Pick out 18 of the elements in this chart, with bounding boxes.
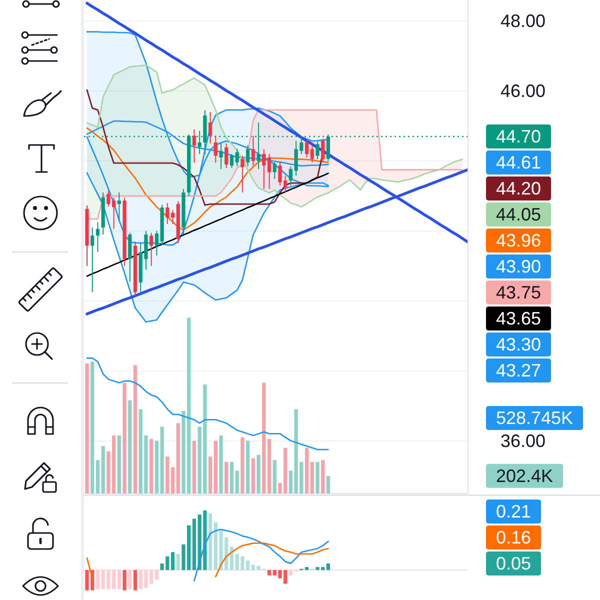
y-tick-label: 48.00	[500, 11, 546, 31]
text: 44.61	[496, 152, 542, 172]
text: 43.65	[496, 308, 542, 328]
ref-line-label: 44.70	[496, 126, 542, 146]
text: 43.75	[496, 282, 542, 302]
y-tick-label: 36.00	[500, 431, 546, 451]
text: 44.20	[496, 178, 542, 198]
text: 0.16	[496, 527, 532, 548]
text: 43.27	[496, 360, 542, 380]
text: 43.30	[496, 334, 542, 354]
text: 43.90	[496, 256, 542, 276]
text: 0.21	[496, 501, 532, 522]
text: 528.745K	[496, 408, 574, 428]
y-tick-label: 46.00	[500, 81, 546, 101]
text: 0.05	[496, 553, 532, 574]
text: 202.4K	[496, 466, 554, 486]
text: 44.05	[496, 204, 542, 224]
text: 43.96	[496, 230, 542, 250]
